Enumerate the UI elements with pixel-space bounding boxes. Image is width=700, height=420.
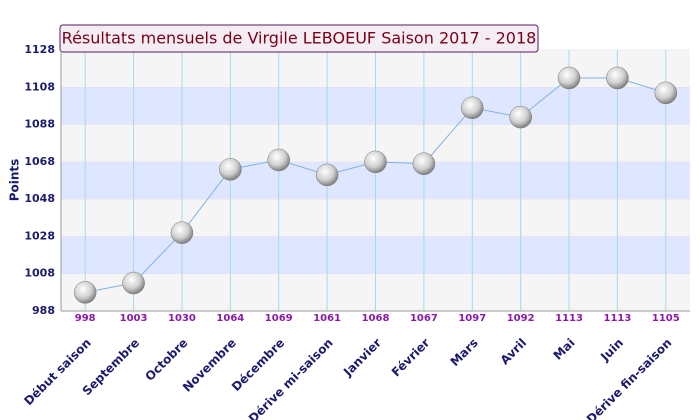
- point: [315, 163, 339, 187]
- value-label: 998: [75, 313, 96, 324]
- x-tick-label: Mai: [551, 336, 578, 363]
- point: [557, 66, 581, 90]
- y-axis-label: Points: [8, 159, 22, 202]
- x-tick-label: Février: [389, 336, 433, 380]
- value-label: 1069: [265, 313, 293, 324]
- value-label: 1092: [507, 313, 535, 324]
- point: [73, 281, 97, 304]
- x-tick-label: Dérive mi-saison: [246, 336, 336, 420]
- y-tick-label: 1068: [24, 155, 55, 168]
- x-tick-label: Juin: [597, 336, 626, 365]
- point: [364, 150, 387, 174]
- y-tick-label: 1108: [24, 80, 55, 93]
- point: [267, 148, 290, 172]
- y-tick-label: 1088: [24, 118, 55, 131]
- point: [412, 152, 436, 175]
- value-label: 1061: [313, 313, 341, 324]
- x-tick-label: Janvier: [340, 336, 384, 380]
- value-label: 1030: [168, 313, 196, 324]
- point: [606, 66, 629, 90]
- point: [654, 81, 678, 105]
- point: [509, 105, 532, 129]
- point: [122, 271, 145, 295]
- y-tick-label: 988: [32, 304, 55, 317]
- x-tick-label: Avril: [498, 336, 530, 368]
- point: [461, 96, 484, 120]
- x-tick-label: Mars: [448, 336, 481, 369]
- value-label: 1064: [216, 313, 244, 324]
- x-tick-label: Octobre: [143, 336, 191, 384]
- y-tick-label: 1028: [24, 229, 55, 242]
- value-label: 1003: [120, 313, 148, 324]
- y-tick-label: 1008: [24, 267, 55, 280]
- y-tick-label: 1128: [24, 43, 55, 56]
- title-box: [59, 24, 539, 53]
- x-tick-label: Début saison: [21, 336, 93, 408]
- x-tick-label: Dérive fin-saison: [584, 336, 674, 420]
- chart-title: Résultats mensuels de Virgile LEBOEUF Sa…: [62, 29, 537, 48]
- value-label: 1097: [458, 313, 486, 324]
- value-label: 1105: [652, 313, 680, 324]
- y-tick-label: 1048: [24, 192, 55, 205]
- plot-area: [61, 49, 690, 312]
- value-label: 1068: [362, 313, 390, 324]
- value-label: 1113: [555, 313, 583, 324]
- value-label: 1067: [410, 313, 438, 324]
- point: [170, 221, 194, 244]
- point: [219, 158, 242, 181]
- value-label: 1113: [604, 313, 632, 324]
